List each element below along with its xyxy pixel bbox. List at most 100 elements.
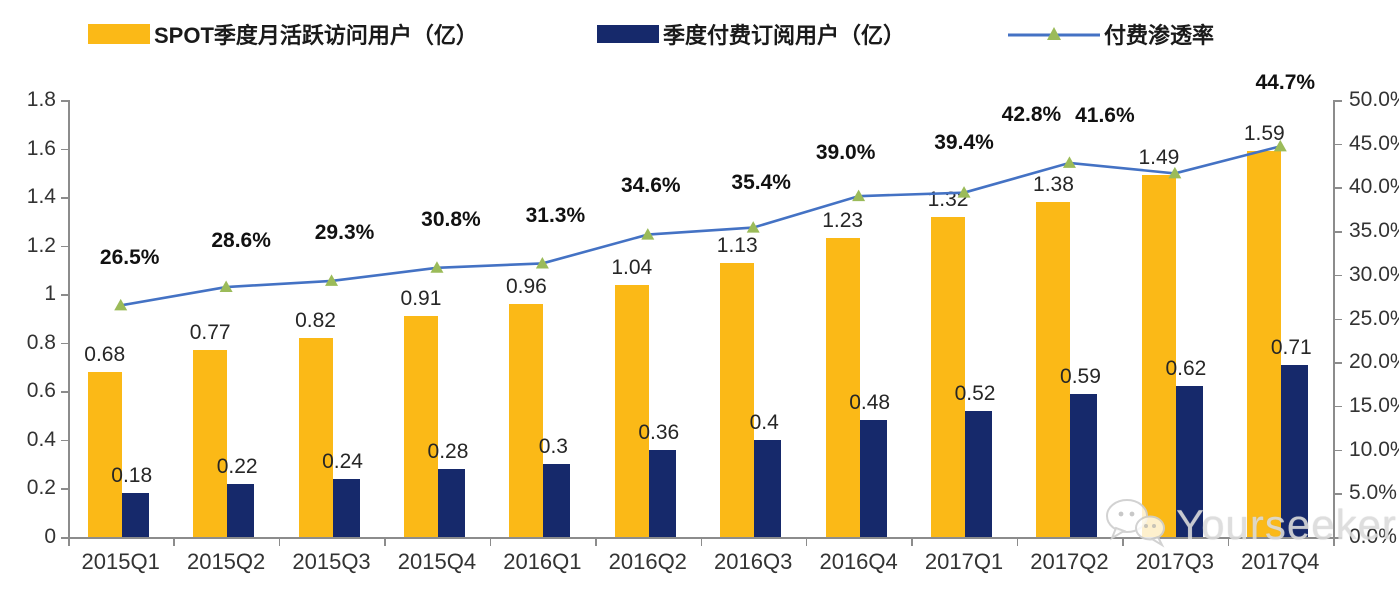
subscribers-value-label: 0.4 [749,410,779,434]
subscribers-bar [754,439,782,537]
x-axis-category-label: 2015Q2 [186,549,266,574]
subscribers-bar [1281,364,1309,537]
subscribers-value-label: 0.71 [1270,335,1312,359]
mau-value-label: 0.77 [189,321,231,345]
left-axis-tick [61,488,68,490]
penetration-marker-icon [430,261,444,273]
subscribers-bar [965,410,993,537]
right-axis-tick [1334,143,1342,146]
right-axis-tick-label: 5.0% [1349,481,1397,505]
x-axis-tick [489,538,492,546]
subscribers-bar [859,420,887,537]
right-axis-tick [1334,405,1342,408]
penetration-marker-icon [535,256,549,269]
x-axis-tick [805,538,808,546]
penetration-value-label: 28.6% [211,229,271,253]
left-axis-tick [61,294,68,296]
x-axis-category-label: 2017Q4 [1241,549,1320,574]
left-axis-tick [61,342,68,345]
mau-value-label: 0.91 [400,287,442,311]
mau-bar [403,316,438,537]
left-axis-tick-label: 1.6 [26,136,56,160]
penetration-marker-icon [1062,156,1076,168]
subscribers-bar [227,483,255,537]
penetration-value-label: 30.8% [421,207,481,231]
mau-bar [931,216,966,537]
x-axis-category-label: 2016Q2 [608,549,687,574]
mau-value-label: 1.04 [611,255,653,279]
mau-value-label: 1.32 [927,187,969,211]
penetration-value-label: 44.7% [1255,71,1316,95]
left-axis-tick-label: 0.6 [26,379,56,403]
x-axis-category-label: 2016Q4 [819,549,898,574]
x-axis-category-label: 2017Q3 [1135,549,1215,574]
penetration-value-label: 39.0% [815,141,876,165]
right-axis-tick [1334,449,1342,452]
x-axis-tick [173,538,175,546]
right-axis-tick-label: 35.0% [1349,219,1399,243]
x-axis-tick [595,538,597,546]
right-axis-line [1333,100,1335,537]
right-axis-tick-label: 30.0% [1349,262,1399,286]
left-axis-tick [61,245,68,248]
subscribers-bar [543,464,571,537]
mau-bar [193,350,228,537]
subscribers-legend-swatch-icon [597,25,659,43]
right-axis-tick [1334,274,1342,277]
subscribers-value-label: 0.62 [1165,357,1207,381]
left-axis-tick-label: 0.4 [26,427,56,451]
right-axis-tick [1334,100,1342,102]
subscribers-bar [437,469,465,537]
mau-legend-swatch-icon [88,24,150,44]
x-axis-tick [700,538,702,546]
mau-bar [87,371,122,537]
mau-bar [298,337,333,537]
subscribers-bar [121,493,149,537]
x-axis-category-label: 2015Q1 [81,549,160,574]
mau-legend-label: SPOT季度月活跃访问用户（亿） [154,23,478,48]
left-axis-tick [61,100,68,102]
line-marker-legend-icon [1008,24,1100,44]
x-axis-tick [911,538,913,546]
x-axis-tick [68,538,70,546]
penetration-value-label: 42.8% [1001,102,1062,126]
legend-item-penetration: 付费渗透率 [1008,18,1214,50]
right-axis-tick-label: 10.0% [1349,437,1399,461]
penetration-value-label: 41.6% [1075,104,1135,128]
x-axis-category-label: 2016Q1 [503,549,582,574]
penetration-value-label: 29.3% [314,220,375,244]
subscribers-value-label: 0.18 [111,464,153,488]
penetration-marker-icon [325,274,339,286]
mau-value-label: 0.68 [84,342,126,366]
penetration-marker-icon [746,221,760,233]
x-axis-category-label: 2015Q4 [397,549,477,574]
penetration-marker-icon [641,228,655,240]
mau-value-label: 1.49 [1138,146,1180,170]
left-axis-tick-label: 0 [44,525,56,548]
mau-value-label: 0.82 [295,308,336,332]
subscribers-value-label: 0.48 [849,391,891,415]
mau-value-label: 1.38 [1033,172,1074,196]
x-axis-tick [1333,538,1335,546]
x-axis-tick [1016,538,1019,546]
right-axis-tick [1334,318,1342,320]
subscribers-bar [1070,393,1098,537]
right-axis-tick-label: 20.0% [1349,350,1399,374]
left-axis-tick [61,391,68,393]
left-axis-tick-label: 1.8 [26,88,56,111]
right-axis-tick-label: 0.0% [1349,525,1397,548]
mau-value-label: 0.96 [505,274,547,298]
mau-bar [1141,175,1176,537]
subscribers-value-label: 0.22 [216,454,258,478]
mau-bar [720,262,755,537]
x-axis-category-label: 2017Q1 [924,549,1004,574]
subscribers-bar [1175,386,1203,537]
mau-bar [825,238,860,537]
subscribers-value-label: 0.59 [1060,364,1101,388]
penetration-marker-icon [852,189,866,202]
left-axis-tick-label: 1.2 [26,233,56,257]
mau-bar [614,284,649,537]
x-axis-line [68,537,1335,539]
right-axis-tick [1334,537,1342,539]
